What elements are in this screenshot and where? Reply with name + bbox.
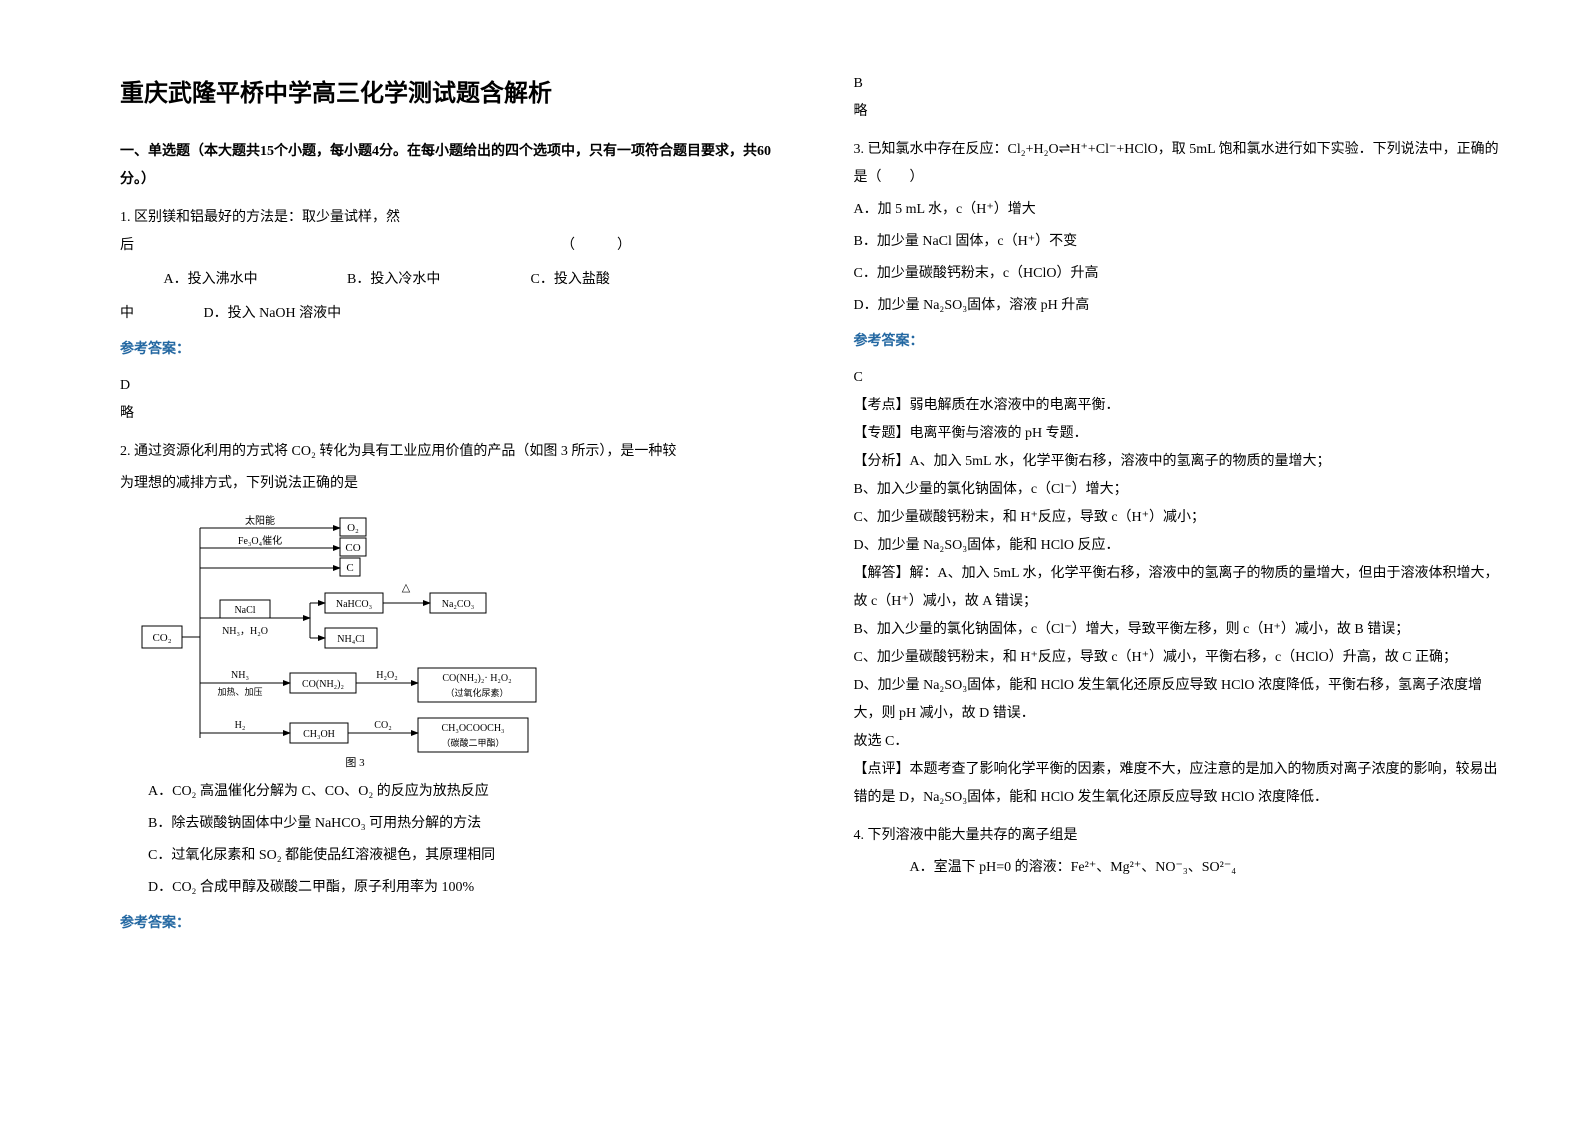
q2-C: C．过氧化尿素和 SO₂ 都能使品红溶液褪色，其原理相同 — [120, 842, 774, 870]
q2-answer: B — [854, 70, 1508, 98]
q1-answer-label: 参考答案： — [120, 336, 774, 364]
q2-D: D．CO₂ 合成甲醇及碳酸二甲酯，原子利用率为 100% — [120, 874, 774, 902]
q4-stem: 4. 下列溶液中能大量共存的离子组是 — [854, 822, 1508, 850]
lbl-conh22: CO(NH₂)₂ — [302, 679, 344, 690]
lbl-nacl: NaCl — [234, 605, 255, 616]
q1-note: 略 — [120, 400, 774, 428]
q2-A: A．CO₂ 高温催化分解为 C、CO、O₂ 的反应为放热反应 — [120, 778, 774, 806]
q3-fxC: C、加少量碳酸钙粉末，和 H⁺反应，导致 c（H⁺）减小； — [854, 504, 1508, 532]
q3-C: C．加少量碳酸钙粉末，c（HClO）升高 — [854, 260, 1508, 288]
q2-stem1: 2. 通过资源化利用的方式将 CO₂ 转化为具有工业应用价值的产品（如图 3 所… — [120, 438, 774, 466]
lbl-nahco3: NaHCO₃ — [336, 599, 372, 610]
lbl-h2: H₂ — [235, 720, 246, 731]
q1-choices-row1: A．投入沸水中 B．投入冷水中 C．投入盐酸 — [120, 266, 774, 294]
page-title: 重庆武隆平桥中学高三化学测试题含解析 — [120, 70, 774, 118]
q3-gx: 故选 C． — [854, 728, 1508, 756]
q2-B: B．除去碳酸钠固体中少量 NaHCO₃ 可用热分解的方法 — [120, 810, 774, 838]
lbl-nh3: NH₃ — [231, 670, 249, 681]
lbl-co: CO — [345, 542, 360, 554]
q3-jdD: D、加少量 Na₂SO₃固体，能和 HClO 发生氧化还原反应导致 HClO 浓… — [854, 672, 1508, 728]
lbl-co2b: CO₂ — [374, 720, 391, 731]
q1-row2-prefix: 中 — [120, 300, 200, 328]
q3-kd: 【考点】弱电解质在水溶液中的电离平衡． — [854, 392, 1508, 420]
lbl-peroxurea: （过氧化尿素） — [445, 687, 508, 698]
q1-paren: （ ） — [561, 238, 631, 253]
section-header: 一、单选题（本大题共15个小题，每小题4分。在每小题给出的四个选项中，只有一项符… — [120, 138, 774, 194]
q2-stem2: 为理想的减排方式，下列说法正确的是 — [120, 470, 774, 498]
q3-answer: C — [854, 364, 1508, 392]
lbl-co2: CO₂ — [152, 632, 171, 644]
q3-answer-label: 参考答案： — [854, 328, 1508, 356]
q3-D: D．加少量 Na₂SO₃固体，溶液 pH 升高 — [854, 292, 1508, 320]
q3-fx: 【分析】A、加入 5mL 水，化学平衡右移，溶液中的氢离子的物质的量增大； — [854, 448, 1508, 476]
q3-fxD: D、加少量 Na₂SO₃固体，能和 HClO 反应． — [854, 532, 1508, 560]
q2-answer-label: 参考答案： — [120, 910, 774, 938]
q1-C: C．投入盐酸 — [531, 266, 610, 294]
q1-D: D．投入 NaOH 溶液中 — [204, 300, 342, 328]
q1-stem: 1. 区别镁和铝最好的方法是：取少量试样，然 后 （ ） — [120, 204, 774, 260]
figure-caption: 图 3 — [345, 756, 365, 768]
lbl-solar: 太阳能 — [245, 514, 275, 527]
q1-A: A．投入沸水中 — [164, 266, 344, 294]
q3-B: B．加少量 NaCl 固体，c（H⁺）不变 — [854, 228, 1508, 256]
q1-B: B．投入冷水中 — [347, 266, 527, 294]
lbl-heat: 加热、加压 — [217, 686, 262, 697]
q3-jdB: B、加入少量的氯化钠固体，c（Cl⁻）增大，导致平衡左移，则 c（H⁺）减小，故… — [854, 616, 1508, 644]
q3-A: A．加 5 mL 水，c（H⁺）增大 — [854, 196, 1508, 224]
lbl-o2: O₂ — [347, 522, 359, 534]
figure-3: CO₂ 太阳能 Fe₃O₄催化 O₂ CO C NaCl — [140, 508, 774, 768]
q1-stem-a: 1. 区别镁和铝最好的方法是：取少量试样，然 — [120, 210, 400, 225]
q3-jdC: C、加少量碳酸钙粉末，和 H⁺反应，导致 c（H⁺）减小，平衡右移，c（HClO… — [854, 644, 1508, 672]
lbl-triangle: △ — [402, 582, 411, 594]
q3-fxB: B、加入少量的氯化钠固体，c（Cl⁻）增大； — [854, 476, 1508, 504]
lbl-nh3h2o: NH₃，H₂O — [222, 626, 268, 637]
lbl-ch3oh: CH₃OH — [303, 729, 335, 740]
lbl-na2co3: Na₂CO₃ — [442, 599, 475, 610]
lbl-dmczh: （碳酸二甲酯） — [441, 737, 504, 748]
q3-dp: 【点评】本题考查了影响化学平衡的因素，难度不大，应注意的是加入的物质对离子浓度的… — [854, 756, 1508, 812]
q2-note: 略 — [854, 98, 1508, 126]
q3-zt: 【专题】电离平衡与溶液的 pH 专题． — [854, 420, 1508, 448]
q3-jd: 【解答】解：A、加入 5mL 水，化学平衡右移，溶液中的氢离子的物质的量增大，但… — [854, 560, 1508, 616]
lbl-c: C — [346, 562, 353, 574]
q3-stem: 3. 已知氯水中存在反应：Cl₂+H₂O⇌H⁺+Cl⁻+HClO，取 5mL 饱… — [854, 136, 1508, 192]
lbl-h2o2: H₂O₂ — [376, 670, 397, 681]
lbl-nh4cl: NH₄Cl — [337, 634, 365, 645]
q4-A: A．室温下 pH=0 的溶液：Fe²⁺、Mg²⁺、NO⁻₃、SO²⁻₄ — [854, 854, 1508, 882]
q1-stem-b: 后 — [120, 232, 134, 260]
q1-answer: D — [120, 372, 774, 400]
lbl-fe3o4: Fe₃O₄催化 — [238, 534, 282, 547]
lbl-conh22h2o2: CO(NH₂)₂· H₂O₂ — [442, 673, 511, 684]
q1-choices-row2: 中 D．投入 NaOH 溶液中 — [120, 300, 774, 328]
lbl-ch3ocooch3: CH₃OCOOCH₃ — [441, 723, 504, 734]
